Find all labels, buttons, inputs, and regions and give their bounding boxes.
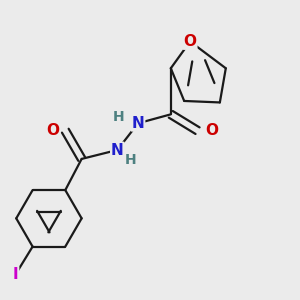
Text: O: O [205, 123, 218, 138]
Text: O: O [184, 34, 196, 49]
Text: O: O [46, 123, 59, 138]
Text: H: H [113, 110, 124, 124]
Text: H: H [125, 152, 136, 167]
Text: I: I [13, 267, 19, 282]
Text: N: N [132, 116, 145, 131]
Text: N: N [111, 142, 124, 158]
